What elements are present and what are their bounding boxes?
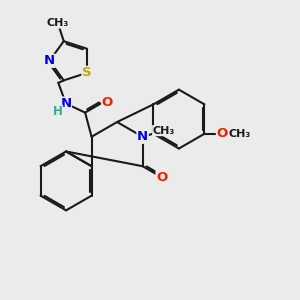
Text: N: N xyxy=(137,130,148,143)
Text: O: O xyxy=(156,171,167,184)
Text: O: O xyxy=(217,127,228,140)
Text: O: O xyxy=(102,96,113,109)
Text: CH₃: CH₃ xyxy=(153,126,175,136)
Text: H: H xyxy=(53,105,63,119)
Text: N: N xyxy=(60,97,71,110)
Text: CH₃: CH₃ xyxy=(229,129,251,139)
Text: CH₃: CH₃ xyxy=(47,18,69,28)
Text: N: N xyxy=(44,54,55,67)
Text: S: S xyxy=(82,66,92,80)
